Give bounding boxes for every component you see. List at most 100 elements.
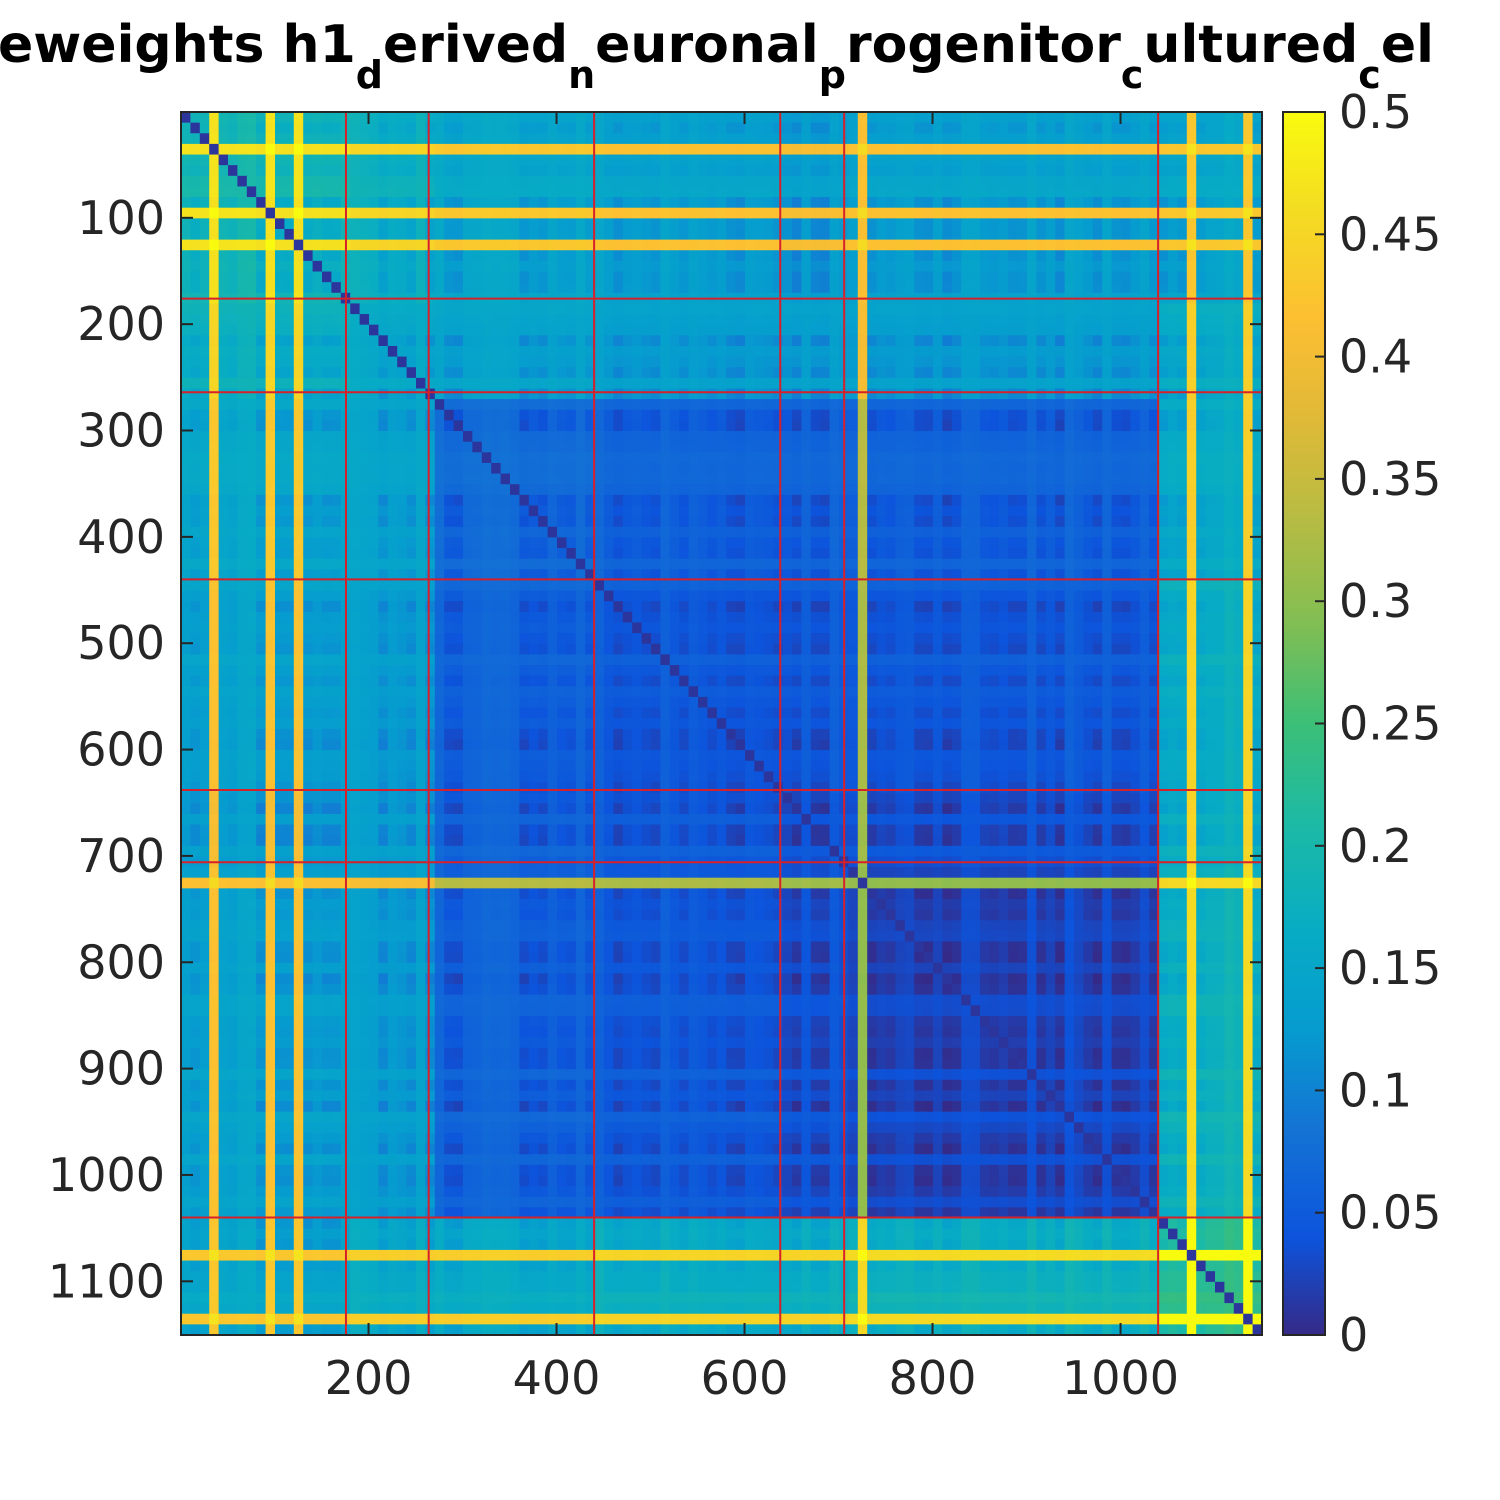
heatmap-cell (387, 271, 398, 283)
heatmap-cell (1121, 154, 1131, 166)
heatmap-cell (566, 112, 577, 124)
heatmap-cell (651, 431, 661, 443)
heatmap-cell (378, 441, 389, 453)
heatmap-cell (801, 473, 812, 485)
heatmap-cell (406, 165, 417, 177)
heatmap-cell (369, 452, 379, 464)
heatmap-cell (519, 250, 530, 262)
heatmap-cell (190, 462, 201, 475)
heatmap-cell (472, 239, 483, 251)
heatmap-cell (199, 441, 210, 453)
heatmap-cell (763, 537, 774, 549)
heatmap-cell (199, 314, 210, 326)
heatmap-cell (378, 526, 389, 538)
heatmap-cell (416, 409, 426, 421)
heatmap-cell (444, 314, 455, 326)
heatmap-cell (1064, 207, 1075, 219)
heatmap-cell (1130, 452, 1141, 464)
heatmap-cell (754, 143, 765, 156)
heatmap-cell (980, 441, 990, 453)
heatmap-cell (275, 314, 285, 326)
heatmap-cell (547, 441, 558, 453)
heatmap-cell (726, 143, 737, 156)
heatmap-cell (1130, 367, 1141, 379)
heatmap-cell (848, 494, 859, 507)
heatmap-cell (914, 377, 925, 390)
heatmap-cell (1055, 143, 1066, 156)
heatmap-cell (632, 218, 643, 230)
heatmap-cell (989, 505, 1000, 517)
heatmap-cell (933, 112, 943, 124)
heatmap-cell (237, 207, 248, 219)
heatmap-cell (1252, 207, 1263, 219)
heatmap-cell (359, 558, 370, 570)
heatmap-cell (1027, 143, 1037, 156)
heatmap-cell (444, 516, 455, 528)
heatmap-cell (641, 271, 652, 283)
heatmap-cell (632, 154, 643, 166)
heatmap-cell (293, 356, 304, 368)
heatmap-cell (547, 112, 558, 124)
heatmap-cell (1196, 133, 1207, 145)
heatmap-cell (425, 239, 436, 251)
heatmap-cell (331, 250, 342, 262)
heatmap-cell (387, 260, 398, 273)
heatmap-cell (585, 377, 596, 390)
heatmap-cell (660, 186, 671, 198)
heatmap-cell (416, 260, 426, 273)
heatmap-cell (481, 345, 492, 358)
heatmap-cell (453, 526, 464, 538)
heatmap-cell (1243, 441, 1254, 453)
heatmap-cell (1092, 526, 1103, 538)
heatmap-cell (434, 345, 445, 358)
heatmap-cell (876, 558, 887, 570)
heatmap-cell (491, 569, 502, 581)
heatmap-cell (1139, 409, 1150, 421)
heatmap-cell (1186, 441, 1197, 453)
heatmap-cell (820, 207, 831, 219)
heatmap-cell (1177, 314, 1188, 326)
heatmap-cell (1083, 133, 1094, 145)
heatmap-cell (782, 548, 793, 560)
heatmap-cell (453, 420, 464, 432)
heatmap-cell (547, 122, 558, 134)
heatmap-cell (481, 165, 492, 177)
heatmap-cell (660, 303, 671, 315)
heatmap-cell (998, 462, 1009, 475)
heatmap-cell (434, 282, 445, 294)
heatmap-cell (416, 271, 426, 283)
heatmap-cell (651, 462, 661, 475)
heatmap-cell (904, 324, 915, 336)
heatmap-cell (1224, 228, 1235, 241)
heatmap-cell (1055, 112, 1066, 124)
heatmap-cell (331, 537, 342, 549)
heatmap-cell (218, 154, 229, 166)
heatmap-cell (350, 548, 361, 560)
heatmap-cell (1168, 207, 1178, 219)
heatmap-cell (1036, 271, 1047, 283)
heatmap-cell (801, 271, 812, 283)
heatmap-cell (1055, 228, 1066, 241)
heatmap-cell (256, 186, 267, 198)
heatmap-cell (575, 282, 586, 294)
heatmap-cell (1083, 516, 1094, 528)
heatmap-cell (707, 303, 718, 315)
heatmap-cell (886, 420, 896, 432)
heatmap-cell (820, 441, 831, 453)
heatmap-cell (256, 516, 267, 528)
heatmap-cell (754, 537, 765, 549)
heatmap-cell (669, 186, 680, 198)
heatmap-cell (199, 558, 210, 570)
heatmap-cell (547, 133, 558, 145)
heatmap-cell (1083, 388, 1094, 400)
heatmap-cell (1233, 260, 1244, 273)
heatmap-cell (1008, 271, 1019, 283)
heatmap-cell (801, 112, 812, 124)
heatmap-cell (867, 431, 878, 443)
heatmap-cell (1177, 526, 1188, 538)
heatmap-cell (500, 537, 511, 549)
heatmap-cell (773, 516, 784, 528)
heatmap-cell (594, 250, 605, 262)
heatmap-cell (434, 239, 445, 251)
heatmap-cell (632, 239, 643, 251)
